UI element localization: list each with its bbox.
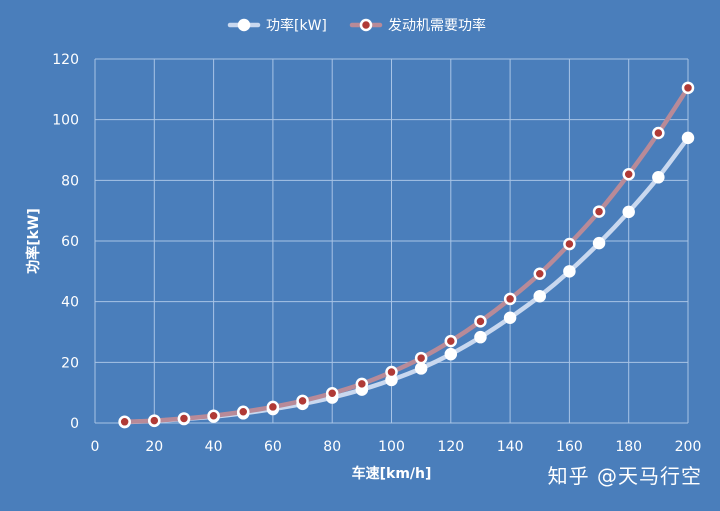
series-1-point [533,289,546,303]
x-tick-label: 0 [91,439,100,455]
series-2-point [652,126,665,140]
x-tick-label: 120 [437,439,464,455]
series-2-point [385,365,398,379]
series-1-point [503,311,517,324]
series-1-point [592,236,606,250]
series-2-point [474,315,487,328]
y-axis-title: 功率[kW] [25,208,42,274]
series-2-point [444,334,458,348]
series-2-point [503,292,517,306]
y-tick-label: 20 [61,355,79,371]
watermark: 知乎 @天马行空 [547,464,702,488]
series-2-point [118,415,131,429]
y-tick-label: 100 [52,113,79,129]
y-tick-label: 40 [61,295,79,311]
series-line-2 [122,85,691,425]
legend-label-1: 功率[kW] [266,17,327,34]
series-2-point [592,205,606,218]
series-1-point [563,265,576,278]
series-2-point [414,351,428,365]
y-tick-label: 120 [52,52,79,68]
series-2-point [207,409,220,422]
x-tick-label: 160 [556,439,583,455]
x-tick-label: 20 [145,439,163,455]
series-1-point [444,347,458,361]
x-tick-label: 100 [378,439,405,455]
x-tick-label: 140 [497,439,524,455]
series-2-point [237,405,250,419]
y-tick-label: 0 [70,416,79,432]
series-2-point [563,237,576,251]
series-2-point [622,168,635,181]
series-2-point [325,387,339,400]
series-1-point [622,205,635,219]
series-1-point [414,362,428,375]
legend-label-2: 发动机需要功率 [388,17,486,34]
series-2-point [266,400,280,414]
x-axis-title: 车速[km/h] [352,465,432,482]
x-tick-label: 180 [615,439,642,455]
x-tick-label: 80 [323,439,341,455]
series-2-point [533,267,546,281]
legend-marker-2 [359,18,373,32]
series-2-point [296,394,309,408]
series-2-point [355,377,369,391]
y-tick-label: 60 [61,234,79,250]
legend-marker-1 [237,18,251,32]
y-tick-label: 80 [61,173,79,189]
x-tick-label: 200 [675,439,702,455]
series-2-point [148,414,161,427]
x-tick-label: 60 [264,439,282,455]
series-2-point [177,412,191,425]
series-1-point [474,330,487,344]
series-1-point [681,131,695,145]
series-1-point [652,171,665,184]
series-2-point [681,81,695,95]
x-tick-label: 40 [205,439,223,455]
